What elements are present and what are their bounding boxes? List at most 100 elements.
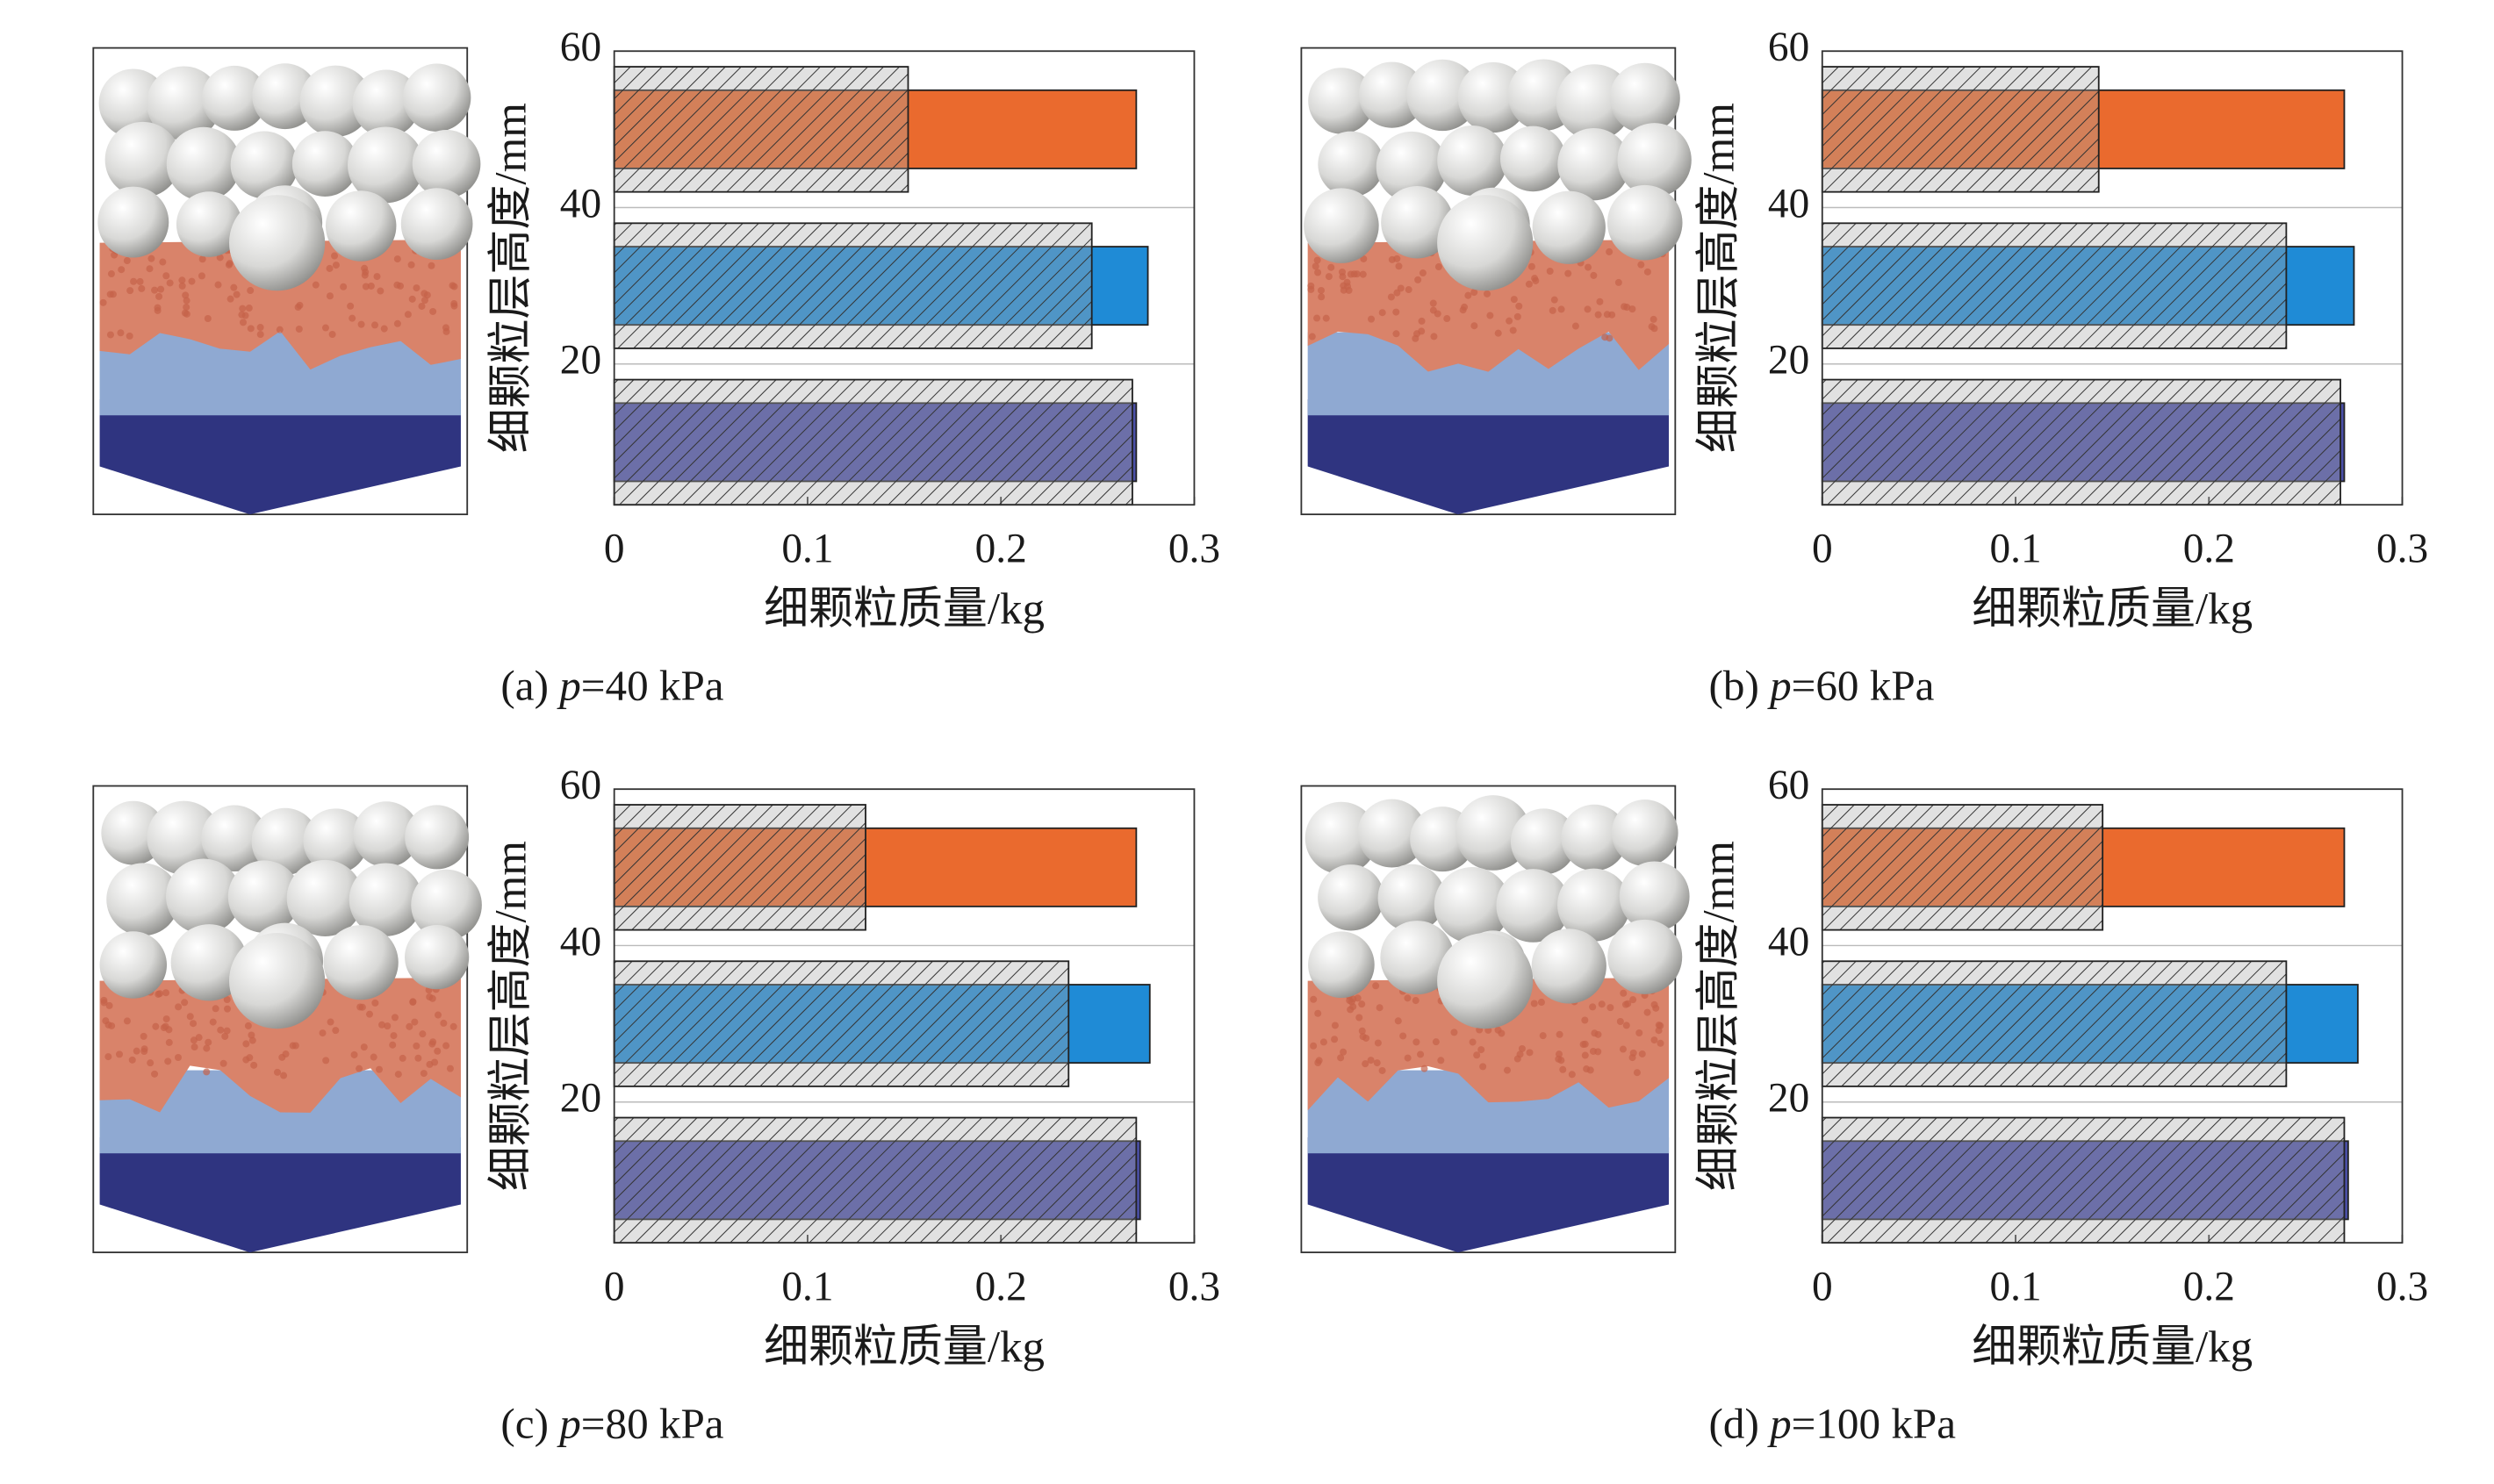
fine-particle xyxy=(1399,1032,1407,1040)
fine-particle xyxy=(1650,325,1658,333)
fine-particle xyxy=(1581,1016,1589,1024)
coarse-sphere xyxy=(166,858,241,935)
fine-particle xyxy=(326,292,334,300)
fine-particle xyxy=(1419,269,1427,277)
fine-particle xyxy=(1486,312,1494,319)
coarse-sphere xyxy=(1437,933,1534,1029)
fine-particle xyxy=(1318,293,1326,301)
coarse-sphere xyxy=(1380,921,1455,995)
fine-particle xyxy=(312,281,320,289)
fine-particle xyxy=(217,1026,225,1034)
caption-prefix: (b) xyxy=(1709,662,1771,710)
fine-particle xyxy=(162,1015,170,1023)
coarse-sphere xyxy=(1532,190,1606,264)
fine-particle xyxy=(1606,247,1614,255)
fine-particle xyxy=(140,1032,147,1040)
coarse-sphere xyxy=(106,863,180,936)
fine-particle xyxy=(1584,305,1592,313)
fine-particle xyxy=(1638,1050,1646,1057)
fine-particle xyxy=(1360,255,1368,262)
fine-particle xyxy=(356,1003,364,1011)
hatched-bar xyxy=(613,1116,1138,1244)
fine-particle xyxy=(435,1011,442,1019)
fine-particle xyxy=(1470,322,1478,330)
fine-particle xyxy=(1420,1065,1428,1072)
fine-particle xyxy=(203,1044,211,1052)
fine-particle xyxy=(1601,333,1609,341)
fine-particle xyxy=(1337,1054,1345,1062)
hatched-bar xyxy=(1821,960,2288,1087)
fine-particle xyxy=(322,1057,330,1065)
fine-particle xyxy=(1477,1046,1485,1054)
fine-particle xyxy=(154,304,162,312)
fine-particle xyxy=(332,1027,340,1035)
fine-particle xyxy=(1619,1045,1627,1053)
caption-prefix: (a) xyxy=(500,662,559,710)
x-tick-label: 0.1 xyxy=(781,1265,833,1310)
fine-particle xyxy=(1568,1071,1576,1079)
coarse-sphere xyxy=(400,188,473,260)
fine-particle xyxy=(1633,1069,1641,1077)
fine-particle xyxy=(128,1056,136,1064)
fine-particle xyxy=(1606,1004,1614,1012)
y-tick-label: 60 xyxy=(560,25,601,70)
coarse-sphere xyxy=(1318,864,1384,931)
fine-particle xyxy=(1515,302,1523,310)
fine-particle xyxy=(1643,1008,1651,1016)
fine-particle xyxy=(1313,314,1321,322)
fine-particle xyxy=(1526,1049,1534,1057)
fine-particle xyxy=(146,265,154,273)
fine-particle xyxy=(118,266,126,274)
coarse-layer-bottom xyxy=(99,399,461,515)
coarse-sphere xyxy=(1318,131,1384,197)
fine-particle xyxy=(428,1040,436,1048)
fine-particle xyxy=(140,1048,148,1056)
x-tick-label: 0.2 xyxy=(2183,1265,2235,1310)
fine-particle xyxy=(1318,286,1326,294)
fine-particle xyxy=(182,291,190,299)
coarse-sphere xyxy=(411,869,482,941)
fine-particle xyxy=(230,283,238,291)
fine-particle xyxy=(1635,1029,1643,1037)
fine-particle xyxy=(393,319,401,327)
coarse-sphere xyxy=(1377,864,1446,932)
fine-particle xyxy=(371,999,379,1007)
fine-particle xyxy=(1516,1050,1524,1058)
fine-particle xyxy=(1556,1030,1563,1038)
fine-particle xyxy=(1319,1038,1327,1046)
plot-frame xyxy=(613,50,1196,506)
coarse-sphere xyxy=(166,126,241,202)
hatched-bar xyxy=(613,222,1093,349)
fine-particle xyxy=(214,281,222,289)
coarse-sphere xyxy=(229,195,326,291)
fine-particle xyxy=(450,283,458,290)
y-axis-label: 细颗粒层高度/mm xyxy=(1695,841,1744,1191)
coarse-sphere xyxy=(1358,61,1426,128)
fine-particle xyxy=(370,1053,377,1061)
fine-particle xyxy=(428,262,435,269)
fine-particle xyxy=(174,1053,183,1061)
fine-particle xyxy=(362,283,370,290)
fine-particle xyxy=(1629,996,1637,1004)
caption: (c) p=80 kPa xyxy=(500,1400,723,1448)
fine-particle xyxy=(1637,261,1645,269)
fine-particle xyxy=(291,1042,299,1050)
x-tick-label: 0.3 xyxy=(2376,1265,2428,1310)
coarse-sphere xyxy=(1357,799,1427,868)
fine-particle xyxy=(130,277,138,285)
coarse-layer-bottom xyxy=(1307,399,1670,515)
coarse-sphere xyxy=(230,131,298,199)
coarse-sphere xyxy=(104,121,181,198)
fine-particle xyxy=(166,279,174,287)
fine-particle xyxy=(151,1070,159,1078)
fine-particle xyxy=(1579,1041,1587,1049)
fine-particle xyxy=(1571,322,1579,330)
fine-particle xyxy=(155,990,162,998)
fine-particle xyxy=(319,1029,327,1037)
fine-particle xyxy=(1395,262,1403,270)
coarse-sphere xyxy=(291,131,358,197)
fine-particle xyxy=(248,1031,255,1039)
fine-particle xyxy=(1404,1054,1412,1062)
